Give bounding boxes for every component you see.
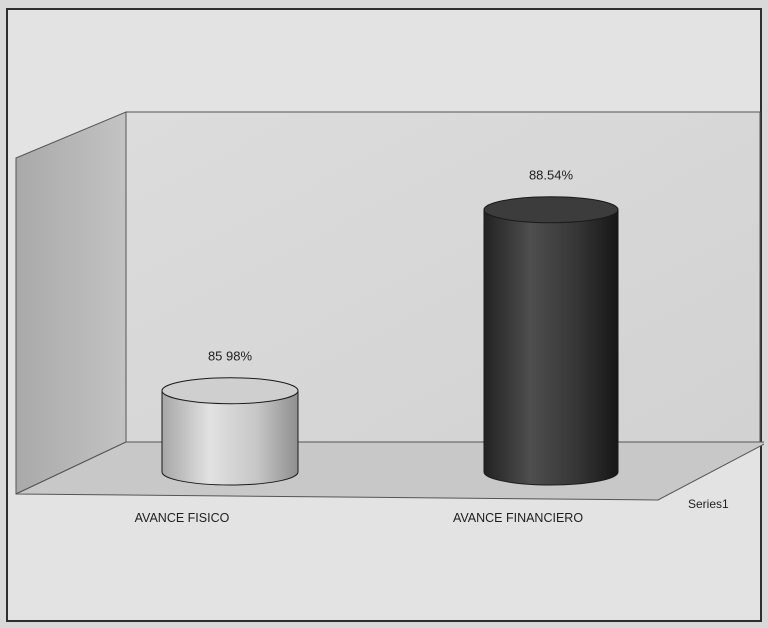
bar-body (161, 390, 299, 486)
floor (15, 441, 764, 501)
chart-svg: 85 98% AVANCE FISICO 88.54% AVANCE FINANCIE… (15, 111, 764, 525)
bar-top (161, 377, 299, 405)
chart-frame: 85 98% AVANCE FISICO 88.54% AVANCE FINANCIE… (6, 8, 764, 622)
bar-top (483, 196, 619, 224)
labels-layer: 85 98% AVANCE FISICO 88.54% AVANCE FINANCIE… (135, 168, 584, 525)
data-label: 88.54% (529, 168, 574, 183)
bar-2 (483, 196, 619, 486)
side-wall (15, 111, 127, 495)
category-label: AVANCE FINANCIERO (453, 511, 583, 525)
category-label: AVANCE FISICO (135, 511, 230, 525)
bars-layer (161, 196, 619, 486)
bar-1 (161, 377, 299, 486)
data-label: 85 98% (208, 349, 253, 364)
bar-body (483, 209, 619, 486)
series-axis-label: Series1 (688, 497, 729, 511)
